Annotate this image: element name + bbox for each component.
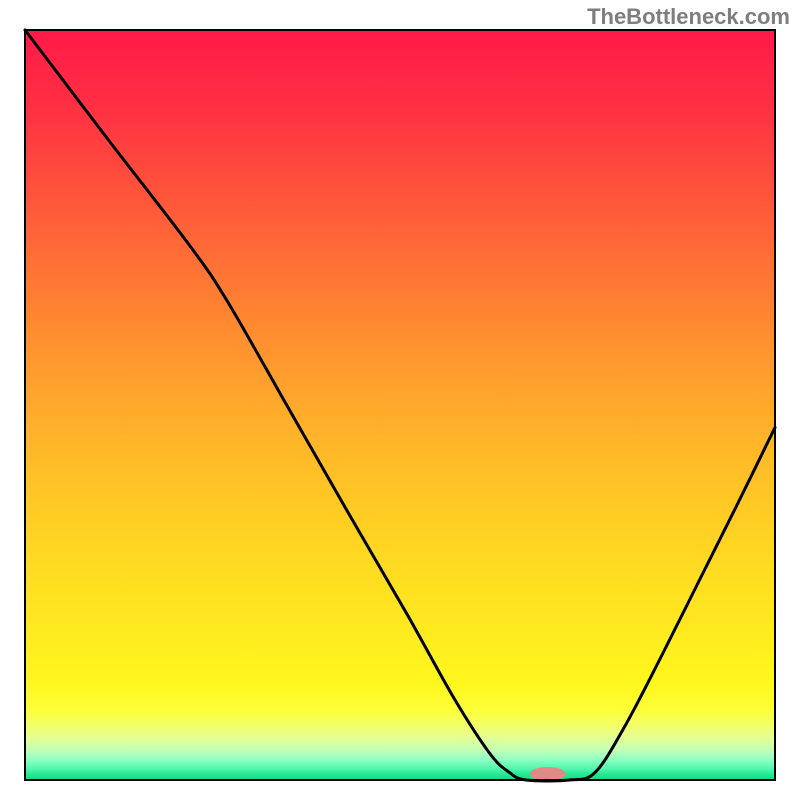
chart-container: TheBottleneck.com — [0, 0, 800, 800]
watermark-text: TheBottleneck.com — [587, 4, 790, 30]
plot-area — [25, 30, 775, 781]
gradient-background — [25, 30, 775, 780]
bottleneck-chart — [0, 0, 800, 800]
optimal-point-marker — [530, 767, 566, 781]
